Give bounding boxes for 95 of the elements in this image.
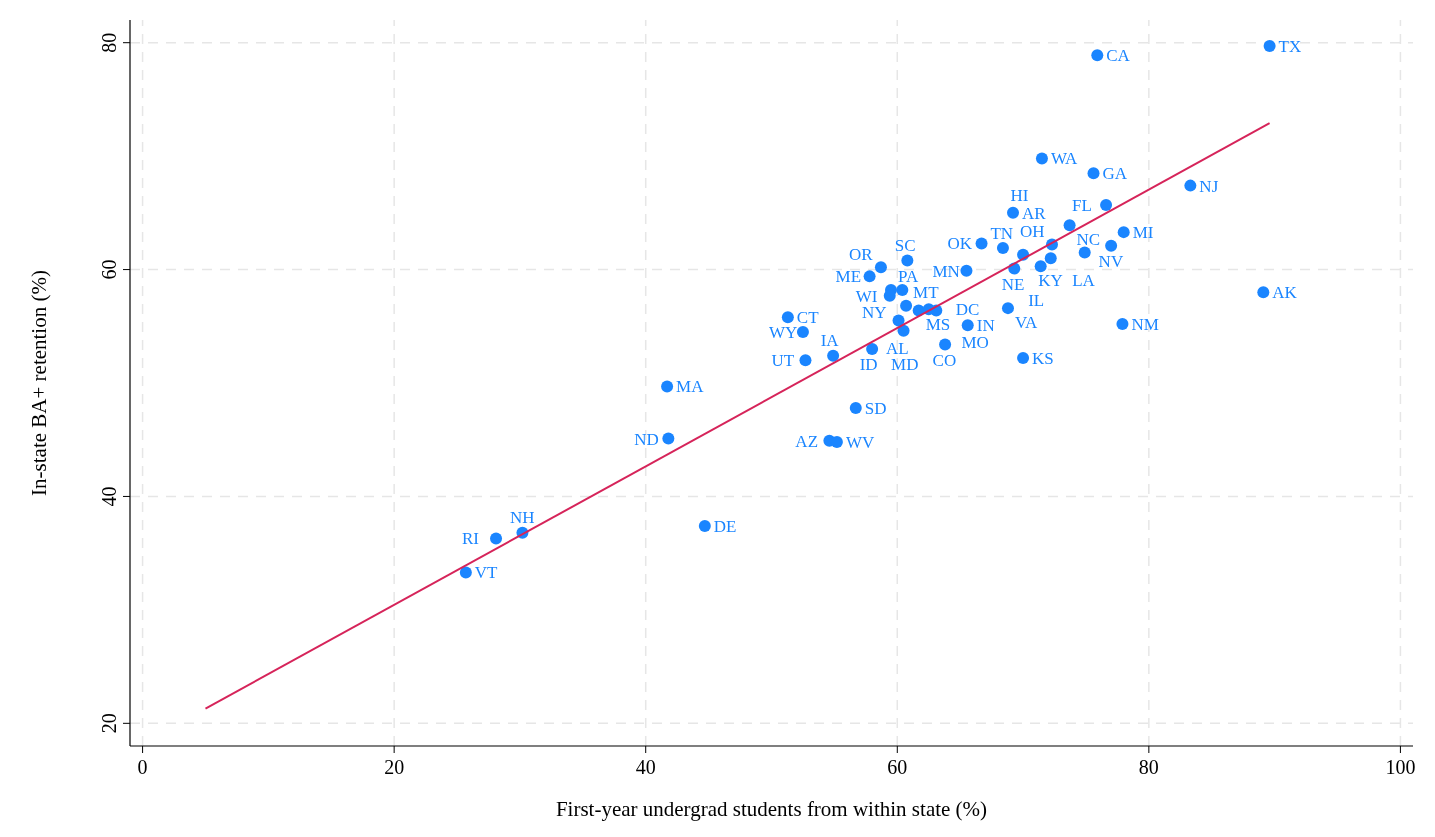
annotation: VT [474, 563, 499, 583]
annotation: KS [1032, 349, 1054, 369]
point [1078, 246, 1091, 259]
point [1091, 49, 1104, 62]
point [1263, 40, 1276, 53]
point [900, 299, 913, 312]
annotation: ME [835, 267, 862, 287]
x-tick-label: 60 [887, 756, 908, 778]
point [662, 432, 675, 445]
annotation: TN [990, 223, 1014, 243]
y-tick-label: 40 [98, 486, 120, 507]
annotation: WV [845, 432, 875, 452]
point [781, 311, 794, 324]
annotation: CT [796, 308, 820, 328]
annotation: IL [1028, 290, 1045, 310]
annotation: OK [947, 234, 973, 254]
annotation: MS [925, 314, 951, 334]
annotation: CO [932, 350, 957, 370]
point [996, 242, 1009, 255]
annotation: DE [713, 516, 737, 536]
annotation: CA [1106, 46, 1131, 66]
annotation: NE [1001, 274, 1025, 294]
point [960, 264, 973, 277]
annotation: AK [1272, 283, 1298, 303]
annotation: AZ [795, 431, 819, 451]
point [1034, 260, 1047, 273]
point [827, 349, 840, 362]
point [698, 519, 711, 532]
point [459, 566, 472, 579]
y-tick-label: 60 [98, 259, 120, 280]
annotation: VA [1014, 312, 1039, 332]
point [1017, 352, 1030, 365]
y-tick-label: 80 [98, 32, 120, 53]
annotation: MO [961, 333, 989, 353]
annotation: MN [932, 261, 960, 281]
y-tick-label: 20 [98, 713, 120, 734]
annotation: NH [509, 508, 535, 528]
x-tick-label: 80 [1138, 756, 1159, 778]
annotation: GA [1102, 164, 1128, 184]
annotation: OH [1020, 222, 1045, 242]
point [892, 314, 905, 327]
annotation: WA [1050, 149, 1079, 169]
point [1257, 286, 1270, 299]
annotation: NC [1076, 229, 1101, 249]
annotation: IA [820, 331, 840, 351]
annotation: MI [1132, 223, 1154, 243]
point [490, 532, 503, 545]
point [939, 338, 952, 351]
point [975, 237, 988, 250]
annotation: FL [1072, 195, 1092, 215]
x-tick-label: 20 [384, 756, 405, 778]
annotation: RI [462, 529, 480, 549]
annotation: OR [848, 244, 874, 264]
point [1100, 198, 1113, 211]
annotation: NJ [1199, 176, 1219, 196]
point [1087, 167, 1100, 180]
point [796, 325, 809, 338]
point [849, 401, 862, 414]
annotation: UT [771, 351, 795, 371]
annotation: WY [768, 322, 798, 342]
x-axis-title: First-year undergrad students from within state (%) [555, 797, 988, 821]
annotation: NV [1098, 252, 1124, 272]
annotation: TX [1278, 37, 1302, 57]
annotation: SD [864, 398, 887, 418]
x-tick-label: 0 [137, 756, 148, 778]
annotation: ID [859, 355, 878, 375]
annotation: KY [1038, 270, 1063, 290]
point [799, 354, 812, 367]
annotation: MA [676, 377, 705, 397]
point [1063, 219, 1076, 232]
point [1116, 318, 1129, 331]
point [874, 261, 887, 274]
x-tick-label: 100 [1385, 756, 1416, 778]
point [1007, 206, 1020, 219]
point [1117, 226, 1130, 239]
annotation: SC [894, 235, 916, 255]
x-tick-label: 40 [635, 756, 656, 778]
point [1001, 302, 1014, 315]
point [866, 342, 879, 355]
point [961, 319, 974, 332]
annotation: AR [1022, 203, 1047, 223]
annotation: NM [1131, 315, 1159, 335]
point [1105, 239, 1118, 252]
point [1184, 179, 1197, 192]
y-axis-title: In-state BA+ retention (%) [27, 270, 51, 496]
point [901, 254, 914, 267]
annotation: LA [1072, 271, 1096, 291]
point [1035, 152, 1048, 165]
point [896, 283, 909, 296]
point [863, 270, 876, 283]
point [1044, 252, 1057, 265]
annotation: ND [634, 429, 659, 449]
annotation: HI [1010, 186, 1029, 206]
point [897, 324, 910, 337]
point [661, 380, 674, 393]
